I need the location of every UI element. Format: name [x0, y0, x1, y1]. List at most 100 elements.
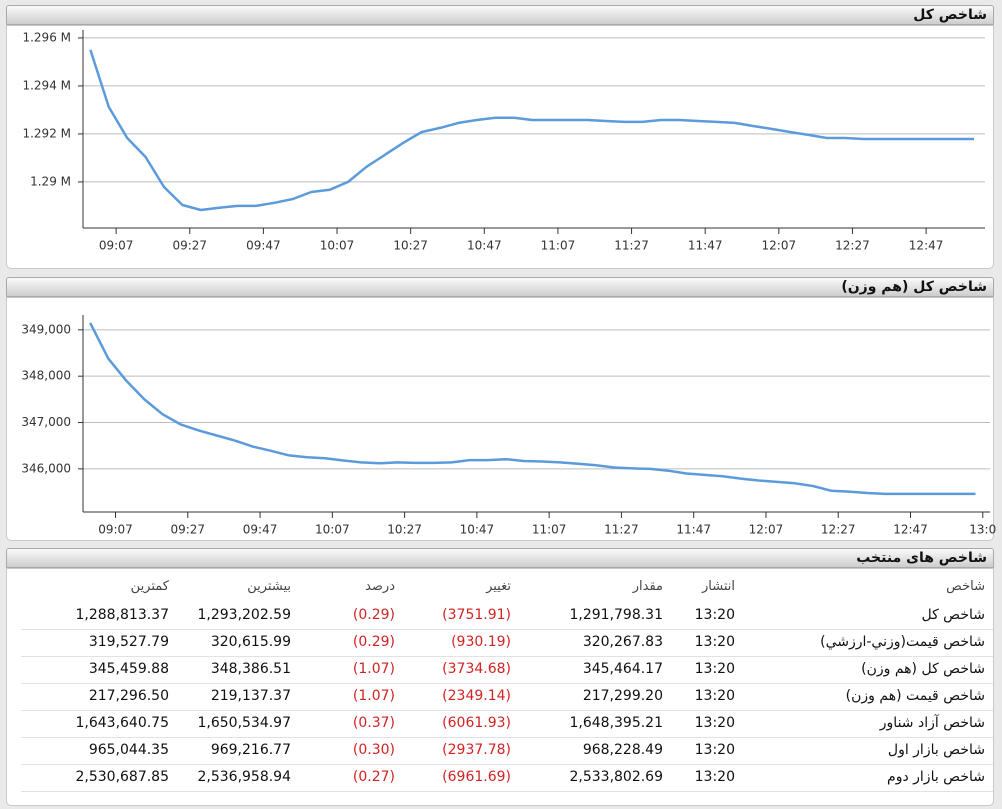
y-tick-label: 1.296 M: [22, 30, 71, 44]
column-header: کمترین: [130, 579, 169, 594]
table-cell: (1.07): [352, 661, 395, 677]
table-cell: 1,650,534.97: [197, 715, 291, 731]
x-tick-label: 09:27: [172, 239, 207, 253]
table-panel: شاخص انتشار مقدار تغییر درصد بیشترین کمترین شاخ…: [6, 568, 994, 806]
table-cell: 1,291,798.31: [569, 607, 663, 623]
column-header: مقدار: [632, 579, 663, 594]
x-tick-label: 11:27: [614, 239, 649, 253]
table-cell: (6061.93): [442, 715, 511, 731]
table-cell: (2349.14): [442, 688, 511, 704]
table-cell: 969,216.77: [210, 742, 291, 758]
table-cell: 345,464.17: [582, 661, 663, 677]
table-cell: (2937.78): [442, 742, 511, 758]
panel-header: شاخص های منتخب: [6, 548, 994, 568]
line: [89, 322, 976, 496]
table-cell: 217,299.20: [582, 688, 663, 704]
table-row: [21, 603, 993, 630]
x-tick-label: 09:47: [243, 523, 278, 537]
table-cell: 13:20: [694, 661, 735, 677]
table-row: [21, 738, 993, 765]
line: [89, 49, 974, 212]
y-tick-label: 1.294 M: [22, 78, 71, 92]
table-cell: 13:20: [694, 688, 735, 704]
x-tick-label: 11:47: [676, 523, 711, 537]
x-tick-label: 10:07: [320, 239, 355, 253]
column-header: انتشار: [702, 579, 735, 594]
table-cell: 1,648,395.21: [569, 715, 663, 731]
table-row: [21, 630, 993, 657]
x-tick-label: 11:27: [604, 523, 639, 537]
panel-header: شاخص کل (هم وزن): [6, 277, 994, 297]
x-tick-label: 12:47: [893, 523, 928, 537]
table-cell: 320,267.83: [582, 634, 663, 650]
table-cell: 345,459.88: [88, 661, 169, 677]
table-cell: شاخص بازار اول: [887, 742, 985, 758]
table-cell: 968,228.49: [582, 742, 663, 758]
table-cell: 13:20: [694, 607, 735, 623]
table-row: [21, 765, 993, 792]
chart: 346,000 347,000 348,000 349,000 09:07 09:27 09…: [21, 315, 996, 537]
table-cell: شاخص کل: [921, 607, 985, 623]
x-tick-label: 11:07: [532, 523, 567, 537]
x-tick-label: 12:07: [762, 239, 797, 253]
table-cell: 13:20: [694, 715, 735, 731]
x-tick-label: 10:07: [315, 523, 350, 537]
panel-header: شاخص کل: [6, 5, 994, 25]
table-cell: 1,288,813.37: [75, 607, 169, 623]
table-cell: (0.29): [352, 607, 395, 623]
x-tick-label: 12:07: [749, 523, 784, 537]
table-row: [21, 657, 993, 684]
table-cell: (3734.68): [442, 661, 511, 677]
table-cell: شاخص کل (هم وزن): [861, 661, 985, 677]
x-tick-label: 09:47: [246, 239, 281, 253]
table-cell: شاخص قیمت(وزني-ارزشي): [820, 634, 985, 650]
column-header: تغییر: [486, 579, 511, 594]
x-tick-label: 13:0: [969, 523, 996, 537]
table-cell: (6961.69): [442, 769, 511, 785]
table-cell: 319,527.79: [88, 634, 169, 650]
x-tick-label: 12:47: [909, 239, 944, 253]
table-cell: شاخص قیمت (هم وزن): [845, 688, 985, 704]
x-tick-label: 10:47: [460, 523, 495, 537]
chart: 1.29 M 1.292 M 1.294 M 1.296 M 09:07 09:27 09:…: [22, 30, 985, 253]
table-cell: 2,533,802.69: [569, 769, 663, 785]
x-tick-label: 11:47: [688, 239, 723, 253]
table-cell: (0.27): [352, 769, 395, 785]
table-cell: (0.37): [352, 715, 395, 731]
table-cell: (3751.91): [442, 607, 511, 623]
x-tick-label: 09:07: [98, 523, 133, 537]
table-cell: 348,386.51: [210, 661, 291, 677]
table-cell: 13:20: [694, 769, 735, 785]
table-cell: (930.19): [451, 634, 511, 650]
table-cell: 2,530,687.85: [75, 769, 169, 785]
table-row: [21, 684, 993, 711]
table-row: [21, 711, 993, 738]
column-header: درصد: [365, 579, 395, 594]
y-tick-label: 349,000: [21, 322, 71, 336]
x-tick-label: 09:27: [170, 523, 205, 537]
column-header: بیشترین: [247, 579, 291, 594]
y-tick-label: 346,000: [21, 461, 71, 475]
y-tick-label: 1.292 M: [22, 126, 71, 140]
table-cell: 13:20: [694, 742, 735, 758]
table-cell: 1,293,202.59: [197, 607, 291, 623]
table-cell: 217,296.50: [88, 688, 169, 704]
table-cell: 13:20: [694, 634, 735, 650]
x-tick-label: 12:27: [821, 523, 856, 537]
table-cell: 1,643,640.75: [75, 715, 169, 731]
x-tick-label: 10:27: [387, 523, 422, 537]
y-tick-label: 1.29 M: [30, 174, 71, 188]
x-tick-label: 09:07: [99, 239, 134, 253]
table-cell: (1.07): [352, 688, 395, 704]
table-cell: (0.29): [352, 634, 395, 650]
table-cell: شاخص آزاد شناور: [879, 715, 985, 731]
table-cell: 219,137.37: [210, 688, 291, 704]
y-tick-label: 348,000: [21, 369, 71, 383]
table-cell: شاخص بازار دوم: [887, 769, 985, 785]
x-tick-label: 12:27: [835, 239, 870, 253]
table-cell: 2,536,958.94: [197, 769, 291, 785]
table-cell: 965,044.35: [88, 742, 169, 758]
x-tick-label: 10:27: [393, 239, 428, 253]
